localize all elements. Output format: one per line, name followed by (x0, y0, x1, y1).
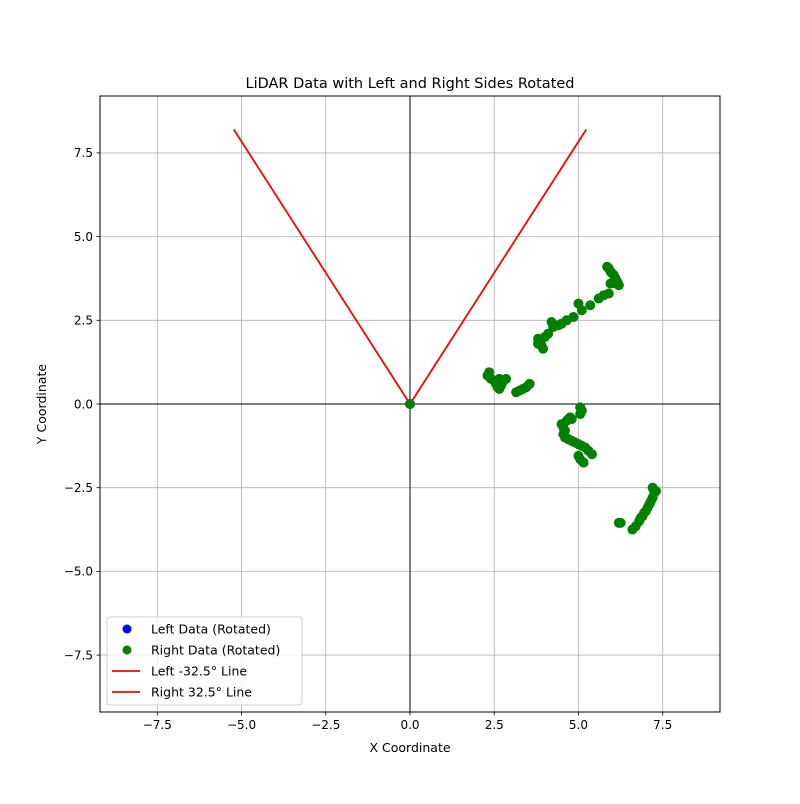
scatter-point (533, 338, 544, 349)
legend-marker (122, 624, 132, 634)
y-tick-label: 2.5 (74, 314, 93, 328)
scatter-point (494, 373, 505, 384)
x-tick-label: −7.5 (143, 718, 172, 732)
x-tick-label: 0.0 (400, 718, 419, 732)
y-tick-label: 5.0 (74, 230, 93, 244)
legend: Left Data (Rotated) Right Data (Rotated) L… (106, 616, 303, 706)
y-tick-label: −2.5 (64, 481, 93, 495)
scatter-point (576, 305, 587, 316)
series-line (409, 128, 587, 405)
y-axis-label: Y Coordinate (34, 364, 49, 445)
scatter-point (405, 399, 415, 409)
ticks: −7.5 −5.0 −2.5 0.0 2.5 5.0 7.5 −7.5 −5.0 −2.5 0.0 2… (64, 146, 672, 732)
x-tick-label: −2.5 (311, 718, 340, 732)
scatter-point (612, 276, 623, 287)
scatter-point (575, 409, 586, 420)
series-layer (233, 128, 661, 535)
y-tick-label: −7.5 (64, 648, 93, 662)
scatter-point (585, 300, 596, 311)
scatter-point (524, 378, 535, 389)
legend-label: Left -32.5° Line (151, 664, 247, 679)
scatter-point (603, 288, 614, 299)
scatter-point (647, 482, 658, 493)
x-axis-label: X Coordinate (369, 740, 450, 755)
scatter-point (635, 512, 646, 523)
x-tick-label: 7.5 (653, 718, 672, 732)
legend-label: Left Data (Rotated) (151, 622, 271, 637)
chart-title: LiDAR Data with Left and Right Sides Rot… (246, 76, 575, 92)
series-line (233, 128, 411, 405)
scatter-point (578, 457, 589, 468)
legend-box (106, 616, 303, 706)
scatter-point (615, 517, 626, 528)
legend-label: Right Data (Rotated) (151, 643, 280, 658)
legend-label: Right 32.5° Line (151, 685, 252, 700)
legend-marker (122, 645, 132, 655)
scatter-point (586, 449, 597, 460)
scatter-point (566, 414, 577, 425)
x-tick-label: −5.0 (227, 718, 256, 732)
y-tick-label: −5.0 (64, 565, 93, 579)
y-tick-label: 7.5 (74, 146, 93, 160)
scatter-point (568, 311, 579, 322)
x-tick-label: 2.5 (485, 718, 504, 732)
x-tick-label: 5.0 (569, 718, 588, 732)
y-tick-label: 0.0 (74, 397, 93, 411)
